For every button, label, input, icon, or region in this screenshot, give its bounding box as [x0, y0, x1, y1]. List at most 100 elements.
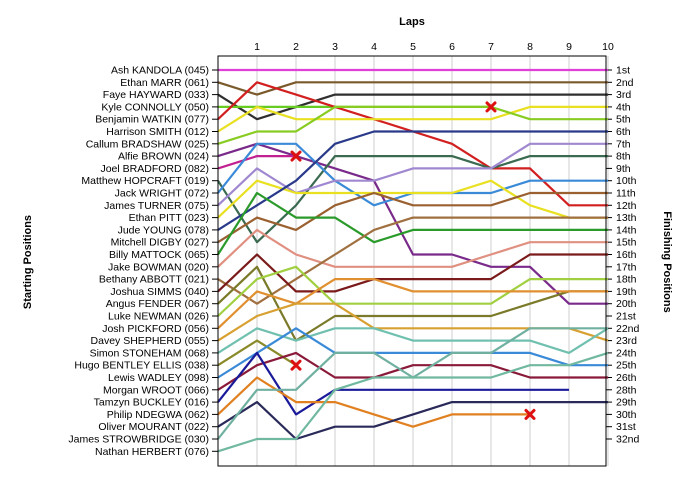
finishing-position-label: 1st	[616, 65, 630, 77]
finishing-position-label: 26th	[616, 372, 637, 384]
lap-tick-label: 8	[527, 41, 533, 53]
starting-driver-label: Davey SHEPHERD (055)	[91, 335, 209, 347]
lap-tick-label: 1	[254, 41, 260, 53]
driver-line-start-14	[217, 130, 608, 231]
starting-driver-label: Kyle CONNOLLY (050)	[101, 101, 209, 113]
starting-driver-label: Ash KANDOLA (045)	[111, 65, 209, 77]
finishing-position-label: 12th	[616, 200, 637, 212]
driver-line-start-28	[217, 351, 569, 416]
driver-line-start-10	[217, 155, 608, 244]
finishing-position-label: 7th	[616, 138, 631, 150]
driver-line-start-20	[217, 265, 608, 342]
driver-line-start-12	[217, 142, 608, 207]
finishing-position-label: 6th	[616, 126, 631, 138]
finishing-position-label: 11th	[616, 188, 636, 200]
finishing-position-label: 13th	[616, 212, 637, 224]
starting-position-labels: Ash KANDOLA (045)Ethan MARR (061)Faye HA…	[68, 65, 218, 458]
finishing-position-label: 31st	[616, 421, 636, 433]
driver-line-start-18	[217, 216, 608, 305]
x-axis-title: Laps	[399, 16, 425, 28]
finishing-position-label: 18th	[616, 274, 637, 286]
finishing-position-label: 32nd	[616, 434, 640, 446]
driver-line-start-2	[217, 81, 608, 96]
driver-line-start-32	[217, 351, 609, 453]
starting-driver-label: Joel BRADFORD (082)	[100, 163, 209, 175]
finishing-position-label: 10th	[616, 175, 637, 187]
finishing-position-label: 21st	[616, 311, 636, 323]
lap-tick-label: 5	[410, 41, 416, 53]
starting-driver-label: Bethany ABBOTT (021)	[99, 274, 209, 286]
retired-marker	[290, 150, 302, 162]
starting-driver-label: Ethan MARR (061)	[120, 77, 209, 89]
starting-driver-label: Nathan HERBERT (076)	[95, 446, 209, 458]
plot-frame	[217, 55, 607, 467]
finishing-position-label: 30th	[616, 409, 637, 421]
finishing-position-label: 20th	[616, 298, 637, 310]
starting-driver-label: Joshua SIMMS (040)	[110, 286, 209, 298]
starting-driver-label: Faye HAYWARD (033)	[103, 89, 209, 101]
y-axis-title-left: Starting Positions	[22, 215, 34, 309]
finishing-position-label: 9th	[616, 163, 631, 175]
finishing-position-label: 5th	[616, 114, 631, 126]
driver-line-start-21	[217, 265, 608, 317]
starting-driver-label: James STROWBRIDGE (030)	[68, 434, 209, 446]
lap-tick-label: 10	[602, 41, 614, 53]
lap-tick-label: 3	[332, 41, 338, 53]
finishing-position-label: 17th	[616, 261, 637, 273]
lap-tick-label: 7	[488, 41, 494, 53]
lap-tick-label: 6	[449, 41, 455, 53]
finishing-position-label: 15th	[616, 237, 637, 249]
finishing-position-label: 19th	[616, 286, 637, 298]
starting-driver-label: James TURNER (075)	[104, 200, 209, 212]
finishing-position-label: 8th	[616, 151, 631, 163]
lap-tick-label: 9	[566, 41, 572, 53]
starting-driver-label: Callum BRADSHAW (025)	[86, 138, 209, 150]
starting-driver-label: Hugo BENTLEY ELLIS (038)	[74, 360, 209, 372]
finishing-position-label: 24th	[616, 347, 637, 359]
retired-marker	[485, 101, 497, 113]
lap-tick-label: 2	[293, 41, 299, 53]
starting-driver-label: Josh PICKFORD (056)	[102, 323, 209, 335]
starting-driver-label: Mitchell DIGBY (027)	[111, 237, 209, 249]
finishing-position-label: 3rd	[616, 89, 631, 101]
driver-line-start-6	[217, 105, 608, 133]
driver-line-start-29	[217, 376, 530, 428]
driver-line-start-15	[217, 191, 608, 244]
finishing-position-label: 22nd	[616, 323, 640, 335]
starting-driver-label: Harrison SMITH (012)	[106, 126, 209, 138]
starting-driver-label: Matthew HOPCRAFT (019)	[81, 175, 209, 187]
starting-driver-label: Alfie BROWN (024)	[118, 151, 209, 163]
starting-driver-label: Ethan PITT (023)	[129, 212, 209, 224]
starting-driver-label: Angus FENDER (067)	[106, 298, 209, 310]
starting-driver-label: Oliver MOURANT (022)	[98, 421, 209, 433]
retired-marker	[524, 408, 536, 420]
starting-driver-label: Jack WRIGHT (072)	[115, 188, 209, 200]
lap-tick-label: 4	[371, 41, 377, 53]
finishing-position-label: 28th	[616, 384, 637, 396]
starting-driver-label: Jake BOWMAN (020)	[108, 261, 209, 273]
driver-position-lines	[217, 68, 609, 453]
driver-line-start-19	[217, 253, 608, 293]
y-axis-title-right: Finishing Positions	[661, 211, 673, 312]
finishing-position-label: 25th	[616, 360, 637, 372]
finishing-position-label: 4th	[616, 101, 631, 113]
lap-gridlines	[256, 56, 609, 466]
driver-line-start-22	[217, 278, 608, 330]
starting-driver-label: Luke NEWMAN (026)	[108, 311, 209, 323]
finishing-position-labels: 1st2nd3rd4th5th6th7th8th9th10th11th12th1…	[606, 65, 640, 446]
driver-line-start-30	[217, 401, 608, 441]
retirement-markers	[290, 101, 536, 420]
driver-line-start-16	[217, 191, 608, 256]
finishing-position-label: 16th	[616, 249, 637, 261]
finishing-position-label: 23rd	[616, 335, 637, 347]
driver-line-start-26	[217, 327, 608, 379]
starting-driver-label: Simon STONEHAM (068)	[90, 347, 209, 359]
driver-line-start-17	[217, 228, 608, 268]
starting-driver-label: Lewis WADLEY (098)	[108, 372, 209, 384]
starting-driver-label: Jude YOUNG (078)	[118, 224, 209, 236]
finishing-position-label: 2nd	[616, 77, 634, 89]
retired-marker	[290, 359, 302, 371]
starting-driver-label: Billy MATTOCK (065)	[109, 249, 209, 261]
